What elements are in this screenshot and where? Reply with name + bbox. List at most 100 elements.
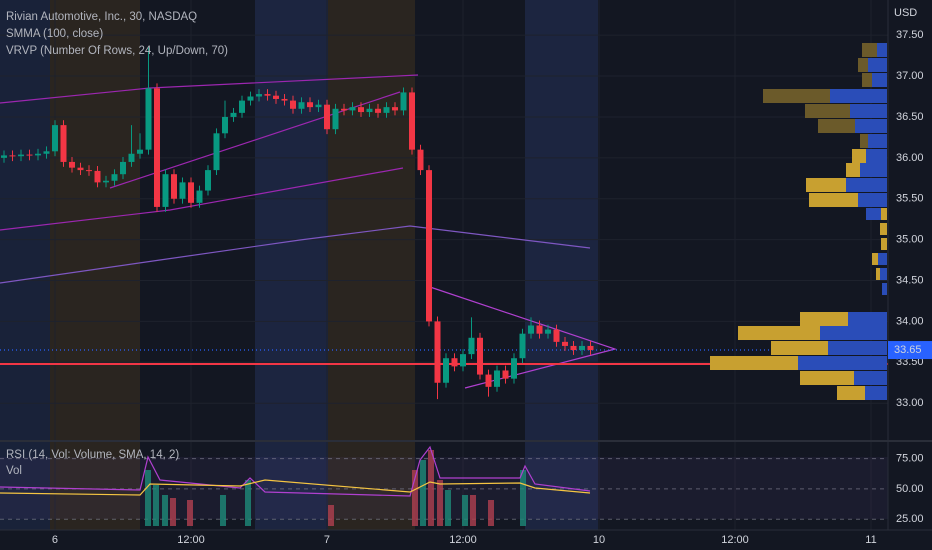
- candles: [0, 47, 594, 400]
- candle-body: [527, 325, 534, 334]
- candle-body: [128, 153, 135, 162]
- y-tick-label: 37.50: [896, 29, 924, 41]
- candle-body: [230, 112, 237, 117]
- x-tick-label: 12:00: [177, 534, 205, 546]
- currency-label: USD: [894, 7, 917, 19]
- x-tick-label: 6: [52, 534, 58, 546]
- candle-body: [119, 161, 126, 175]
- candle-body: [544, 329, 551, 334]
- candle-body: [306, 102, 313, 108]
- rsi-tick-label: 25.00: [896, 513, 924, 525]
- candle-body: [213, 133, 220, 171]
- x-tick-label: 7: [324, 534, 330, 546]
- candle-body: [570, 345, 577, 351]
- candle-body: [281, 98, 288, 101]
- axes: [0, 0, 932, 531]
- x-tick-label: 12:00: [449, 534, 477, 546]
- candle-body: [179, 182, 186, 199]
- candle-body: [383, 107, 390, 113]
- candle-body: [502, 370, 509, 379]
- candle-body: [111, 174, 118, 181]
- rsi-tick-label: 50.00: [896, 483, 924, 495]
- candle-body: [366, 108, 373, 113]
- y-tick-label: 35.00: [896, 234, 924, 246]
- candle-body: [9, 155, 16, 157]
- candle-body: [170, 174, 177, 199]
- candle-body: [51, 125, 58, 152]
- candle-body: [145, 88, 152, 150]
- candle-body: [493, 370, 500, 387]
- candle-body: [264, 94, 271, 96]
- y-tick-label: 35.50: [896, 193, 924, 205]
- candle-body: [43, 151, 50, 154]
- candle-body: [221, 116, 228, 134]
- candle-body: [340, 108, 347, 111]
- x-tick-label: 10: [593, 534, 605, 546]
- x-tick-label: 12:00: [721, 534, 749, 546]
- candle-body: [510, 358, 517, 379]
- candle-body: [349, 107, 356, 111]
- candle-body: [332, 108, 339, 130]
- candle-body: [578, 345, 585, 351]
- candle-body: [0, 155, 7, 158]
- candle-body: [391, 107, 398, 111]
- candle-body: [434, 321, 441, 383]
- candle-body: [68, 161, 75, 168]
- candle-body: [536, 325, 543, 334]
- candle-body: [476, 337, 483, 375]
- candle-body: [77, 167, 84, 171]
- candle-body: [162, 174, 169, 207]
- y-tick-label: 36.00: [896, 152, 924, 164]
- candle-body: [374, 108, 381, 113]
- y-tick-label: 36.50: [896, 111, 924, 123]
- candle-body: [289, 100, 296, 109]
- y-tick-label: 33.50: [896, 356, 924, 368]
- candle-body: [553, 329, 560, 342]
- candle-body: [485, 374, 492, 387]
- candle-body: [315, 104, 322, 108]
- chart-title: Rivian Automotive, Inc., 30, NASDAQ: [6, 11, 197, 23]
- y-tick-label: 33.00: [896, 397, 924, 409]
- rsi-tick-label: 75.00: [896, 453, 924, 465]
- candle-body: [468, 337, 475, 355]
- candle-body: [400, 92, 407, 111]
- candle-body: [408, 92, 415, 150]
- candle-body: [17, 154, 24, 157]
- candle-body: [238, 100, 245, 113]
- y-tick-label: 37.00: [896, 70, 924, 82]
- candle-body: [94, 170, 101, 183]
- candle-body: [60, 125, 67, 162]
- indicator-label: SMMA (100, close): [6, 28, 103, 40]
- candle-body: [459, 354, 466, 367]
- candle-body: [34, 153, 41, 156]
- x-tick-label: 11: [865, 534, 876, 546]
- candle-body: [442, 358, 449, 383]
- candle-body: [196, 190, 203, 203]
- rsi-panel: [0, 440, 932, 526]
- candle-body: [357, 107, 364, 113]
- candle-body: [136, 149, 143, 154]
- candle-body: [417, 149, 424, 171]
- last-price-box: [888, 341, 932, 360]
- candle-body: [26, 154, 33, 156]
- candle-body: [298, 102, 305, 109]
- y-tick-label: 34.00: [896, 315, 924, 327]
- candle-body: [425, 170, 432, 322]
- candle-body: [102, 180, 109, 183]
- candle-body: [187, 182, 194, 203]
- candle-body: [85, 170, 92, 172]
- candle-body: [519, 333, 526, 359]
- candle-body: [255, 94, 262, 97]
- candle-body: [272, 95, 279, 99]
- candle-body: [587, 345, 594, 351]
- volume-profile: [710, 43, 887, 400]
- candle-body: [153, 88, 160, 207]
- candle-body: [451, 358, 458, 367]
- candle-body: [247, 96, 254, 101]
- volume-label: Vol: [6, 465, 22, 477]
- last-price-label: 33.65: [894, 344, 922, 356]
- rsi-label: RSI (14, Vol: Volume, SMA, 14, 2): [6, 449, 179, 461]
- candle-body: [561, 341, 568, 346]
- candle-body: [323, 104, 330, 130]
